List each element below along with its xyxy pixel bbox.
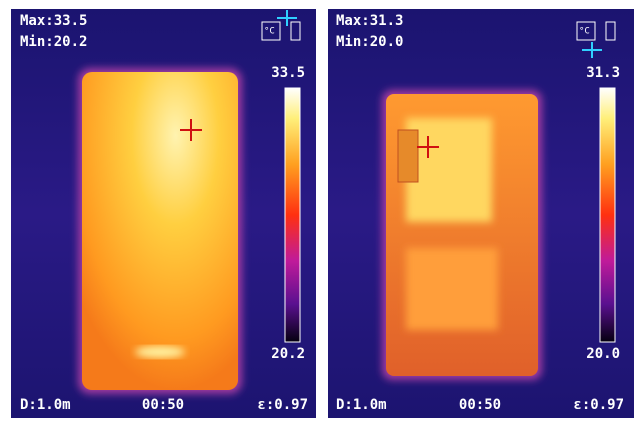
time: 00:50 xyxy=(459,397,501,413)
max-temp: Max:33.5 xyxy=(20,13,87,29)
scale-top: 31.3 xyxy=(586,65,620,81)
battery-icon xyxy=(605,21,616,41)
unit-icon xyxy=(576,21,596,41)
scale-bottom: 20.2 xyxy=(271,346,305,362)
unit-label: °C xyxy=(579,27,590,37)
distance: D:1.0m xyxy=(336,397,387,413)
thermal-panel-right: °C Max:31.3 Min:20.0 31.3 20.0 D:1.0m 00… xyxy=(328,9,634,418)
unit-label: °C xyxy=(264,27,275,37)
scale-bottom: 20.0 xyxy=(586,346,620,362)
time: 00:50 xyxy=(142,397,184,413)
phone-body xyxy=(82,72,238,390)
scale-top: 33.5 xyxy=(271,65,305,81)
min-temp: Min:20.2 xyxy=(20,34,87,50)
emissivity: ε:0.97 xyxy=(573,397,624,413)
cursor-marker xyxy=(582,42,602,58)
warm-area xyxy=(406,248,498,330)
color-scale xyxy=(284,87,301,343)
component xyxy=(397,129,419,183)
hot-spot xyxy=(135,346,185,358)
crosshair xyxy=(180,119,202,141)
min-temp: Min:20.0 xyxy=(336,34,403,50)
max-temp: Max:31.3 xyxy=(336,13,403,29)
emissivity: ε:0.97 xyxy=(257,397,308,413)
cursor-marker xyxy=(277,10,297,26)
hot-area xyxy=(406,118,492,222)
thermal-panel-left: °C Max:33.5 Min:20.2 33.5 20.2 D:1.0m 00… xyxy=(11,9,316,418)
unit-icon xyxy=(261,21,281,41)
crosshair xyxy=(417,136,439,158)
distance: D:1.0m xyxy=(20,397,71,413)
battery-icon xyxy=(290,21,301,41)
color-scale xyxy=(599,87,616,343)
